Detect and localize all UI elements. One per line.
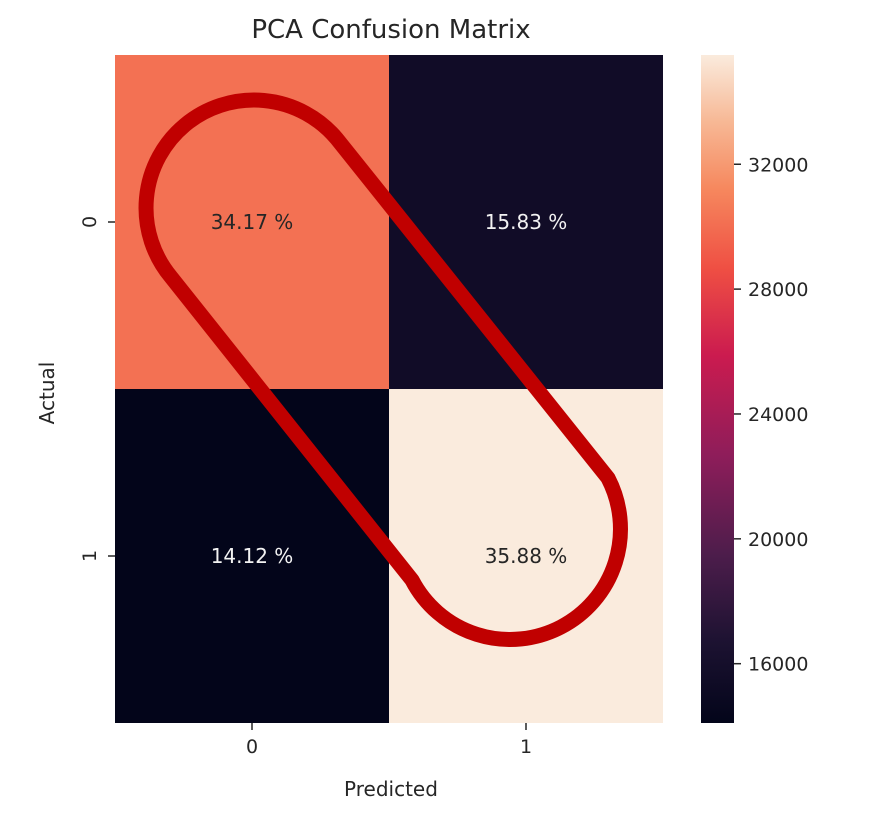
- x-axis-label: Predicted: [344, 777, 438, 801]
- x-tick-label: 0: [246, 736, 258, 758]
- cell-label-r0-c1: 15.83 %: [485, 210, 568, 234]
- cell-label-r1-c0: 14.12 %: [211, 544, 294, 568]
- heatmap-cell-r0-c1: [389, 55, 663, 389]
- colorbar-ticks: 16000 20000 24000 28000 32000: [734, 154, 808, 676]
- colorbar-tick-label: 24000: [748, 404, 808, 426]
- colorbar: [701, 55, 734, 723]
- colorbar-tick-label: 28000: [748, 279, 808, 301]
- heatmap-cell-labels: 34.17 % 15.83 % 14.12 % 35.88 %: [211, 210, 568, 568]
- heatmap-cell-r1-c0: [115, 389, 389, 723]
- colorbar-tick-label: 16000: [748, 654, 808, 676]
- colorbar-tick-label: 32000: [748, 154, 808, 176]
- x-tick-label: 1: [520, 736, 532, 758]
- y-tick-label: 1: [79, 550, 101, 562]
- cell-label-r1-c1: 35.88 %: [485, 544, 568, 568]
- colorbar-tick-label: 20000: [748, 529, 808, 551]
- diagonal-highlight-loop: [138, 92, 628, 647]
- cell-label-r0-c0: 34.17 %: [211, 210, 294, 234]
- y-axis-ticks: 01: [79, 216, 115, 562]
- y-axis-label: Actual: [35, 362, 59, 425]
- heatmap-cells: [115, 55, 663, 723]
- y-tick-label: 0: [79, 216, 101, 228]
- heatmap-cell-r0-c0: [115, 55, 389, 389]
- chart-title: PCA Confusion Matrix: [251, 15, 530, 45]
